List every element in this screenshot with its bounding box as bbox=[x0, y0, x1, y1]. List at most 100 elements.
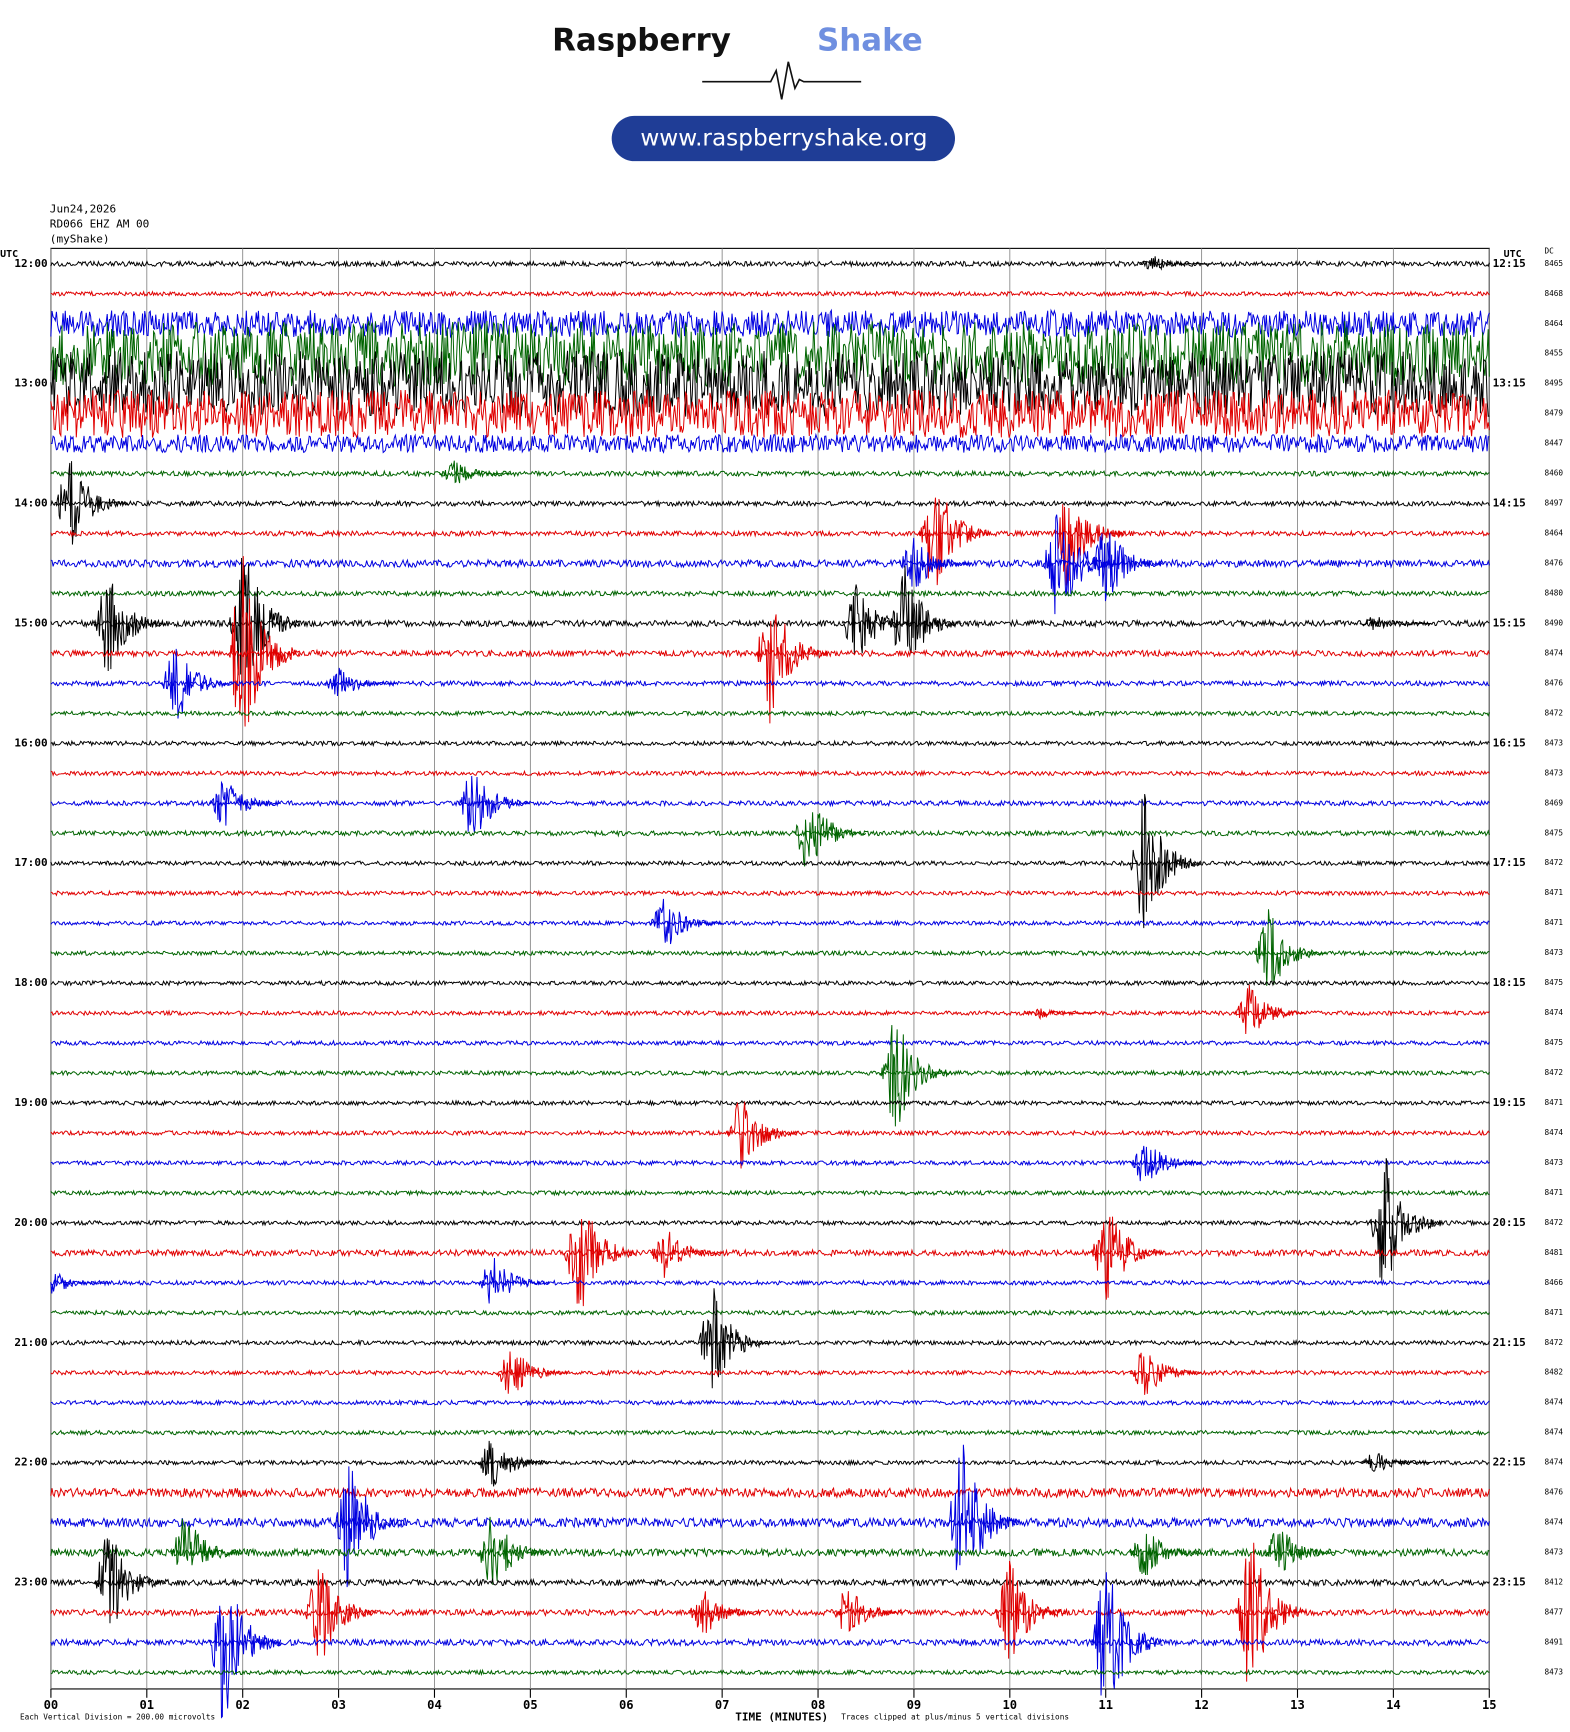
dc-label: 8460 bbox=[1544, 469, 1563, 478]
seismic-event bbox=[1129, 794, 1202, 929]
seismic-event bbox=[1090, 1572, 1163, 1696]
hour-label: 13:15 bbox=[1493, 377, 1526, 390]
seismic-event bbox=[755, 614, 828, 724]
seismic-event bbox=[496, 1351, 569, 1394]
trace bbox=[50, 1219, 1490, 1227]
seismic-event bbox=[1090, 1216, 1164, 1300]
dc-label: 8476 bbox=[1544, 678, 1563, 687]
hour-label: 20:00 bbox=[14, 1216, 47, 1229]
trace bbox=[50, 432, 1490, 454]
seismic-event bbox=[170, 1518, 243, 1566]
trace bbox=[50, 1039, 1490, 1047]
dc-label: 8474 bbox=[1544, 648, 1563, 657]
dc-label: 8474 bbox=[1544, 1428, 1563, 1437]
seismic-event bbox=[1359, 1453, 1432, 1473]
dc-label: 8477 bbox=[1544, 1608, 1563, 1617]
hour-label: 16:00 bbox=[14, 736, 47, 749]
seismic-event bbox=[160, 648, 234, 719]
seismic-event bbox=[477, 1516, 550, 1585]
dc-label: 8490 bbox=[1544, 618, 1563, 627]
trace bbox=[50, 1338, 1490, 1347]
dc-label: 8474 bbox=[1544, 1458, 1563, 1467]
url-pill[interactable] bbox=[611, 115, 955, 162]
x-tick-label: 06 bbox=[619, 1698, 634, 1712]
dc-label: 8472 bbox=[1544, 858, 1563, 867]
trace bbox=[50, 469, 1490, 478]
hour-label: 19:15 bbox=[1493, 1096, 1526, 1109]
logo-wave bbox=[702, 61, 862, 100]
dc-label: 8471 bbox=[1544, 918, 1563, 927]
seismic-event bbox=[1234, 984, 1307, 1035]
dc-label: 8479 bbox=[1544, 409, 1563, 418]
trace bbox=[50, 1308, 1490, 1317]
seismic-event bbox=[918, 497, 991, 586]
dc-label: 8455 bbox=[1544, 349, 1563, 358]
seismic-event bbox=[477, 1257, 550, 1304]
dc-label: 8476 bbox=[1544, 559, 1563, 568]
trace bbox=[50, 1516, 1490, 1529]
brand: Raspberry bbox=[552, 22, 731, 58]
hour-label: 21:00 bbox=[14, 1336, 47, 1349]
dc-label: 8473 bbox=[1544, 1548, 1563, 1557]
trace bbox=[50, 1099, 1490, 1107]
trace bbox=[50, 1637, 1490, 1648]
trace bbox=[50, 1486, 1490, 1500]
hour-label: 16:15 bbox=[1493, 736, 1526, 749]
seismic-event bbox=[1024, 1008, 1096, 1021]
url[interactable]: www.raspberryshake.org bbox=[640, 125, 927, 152]
seismic-event bbox=[208, 1604, 282, 1719]
dc-label: 8471 bbox=[1544, 888, 1563, 897]
seismic-event bbox=[458, 776, 531, 833]
dc-label: 8473 bbox=[1544, 738, 1563, 747]
trace bbox=[50, 679, 1490, 688]
seismic-event bbox=[1368, 1158, 1442, 1281]
seismic-event bbox=[841, 584, 914, 655]
trace bbox=[50, 1547, 1490, 1558]
trace bbox=[50, 350, 1490, 417]
x-tick-label: 07 bbox=[715, 1698, 730, 1712]
info-line: Jun24,2026 bbox=[50, 203, 116, 216]
dc-label: 8464 bbox=[1544, 529, 1563, 538]
trace bbox=[50, 769, 1490, 777]
seismic-event bbox=[477, 1440, 550, 1487]
trace bbox=[50, 889, 1490, 897]
hour-label: 21:15 bbox=[1493, 1336, 1526, 1349]
x-tick-label: 08 bbox=[811, 1698, 826, 1712]
seismic-event bbox=[1263, 1531, 1336, 1571]
seismic-event bbox=[688, 1591, 761, 1634]
seismic-event bbox=[1234, 1542, 1308, 1682]
seismic-event bbox=[1129, 1352, 1202, 1395]
x-tick-label: 02 bbox=[235, 1698, 250, 1712]
seismic-event bbox=[649, 898, 722, 945]
note: Traces clipped at plus/minus 5 vertical … bbox=[841, 1713, 1069, 1722]
dc-label: 8472 bbox=[1544, 1068, 1563, 1077]
trace bbox=[50, 499, 1490, 508]
dc-label: 8465 bbox=[1544, 259, 1563, 268]
x-tick-label: 04 bbox=[427, 1698, 442, 1712]
hour-label: 17:00 bbox=[14, 856, 47, 869]
dc-label: 8473 bbox=[1544, 948, 1563, 957]
seismic-event bbox=[324, 667, 397, 697]
dc-label: 8469 bbox=[1544, 798, 1563, 807]
trace bbox=[50, 1369, 1490, 1377]
seismic-event bbox=[438, 460, 511, 484]
trace bbox=[50, 859, 1490, 867]
trace bbox=[50, 618, 1490, 629]
dc-label: 8471 bbox=[1544, 1098, 1563, 1107]
seismic-event bbox=[208, 780, 281, 826]
info-line: (myShake) bbox=[50, 233, 110, 246]
hour-label: 18:00 bbox=[14, 976, 47, 989]
hour-label: 18:15 bbox=[1493, 976, 1526, 989]
trace bbox=[50, 979, 1490, 987]
hour-label: 22:00 bbox=[14, 1456, 47, 1469]
hour-label: 13:00 bbox=[14, 377, 47, 390]
dc-label: 8447 bbox=[1544, 439, 1563, 448]
trace bbox=[50, 1129, 1490, 1137]
dc-label: 8471 bbox=[1544, 1308, 1563, 1317]
dc-label: 8476 bbox=[1544, 1488, 1563, 1497]
trace bbox=[50, 558, 1490, 569]
seismic-event bbox=[93, 1538, 167, 1624]
dc-label: 8482 bbox=[1544, 1368, 1563, 1377]
trace bbox=[50, 1607, 1490, 1618]
seismic-event bbox=[889, 566, 962, 654]
